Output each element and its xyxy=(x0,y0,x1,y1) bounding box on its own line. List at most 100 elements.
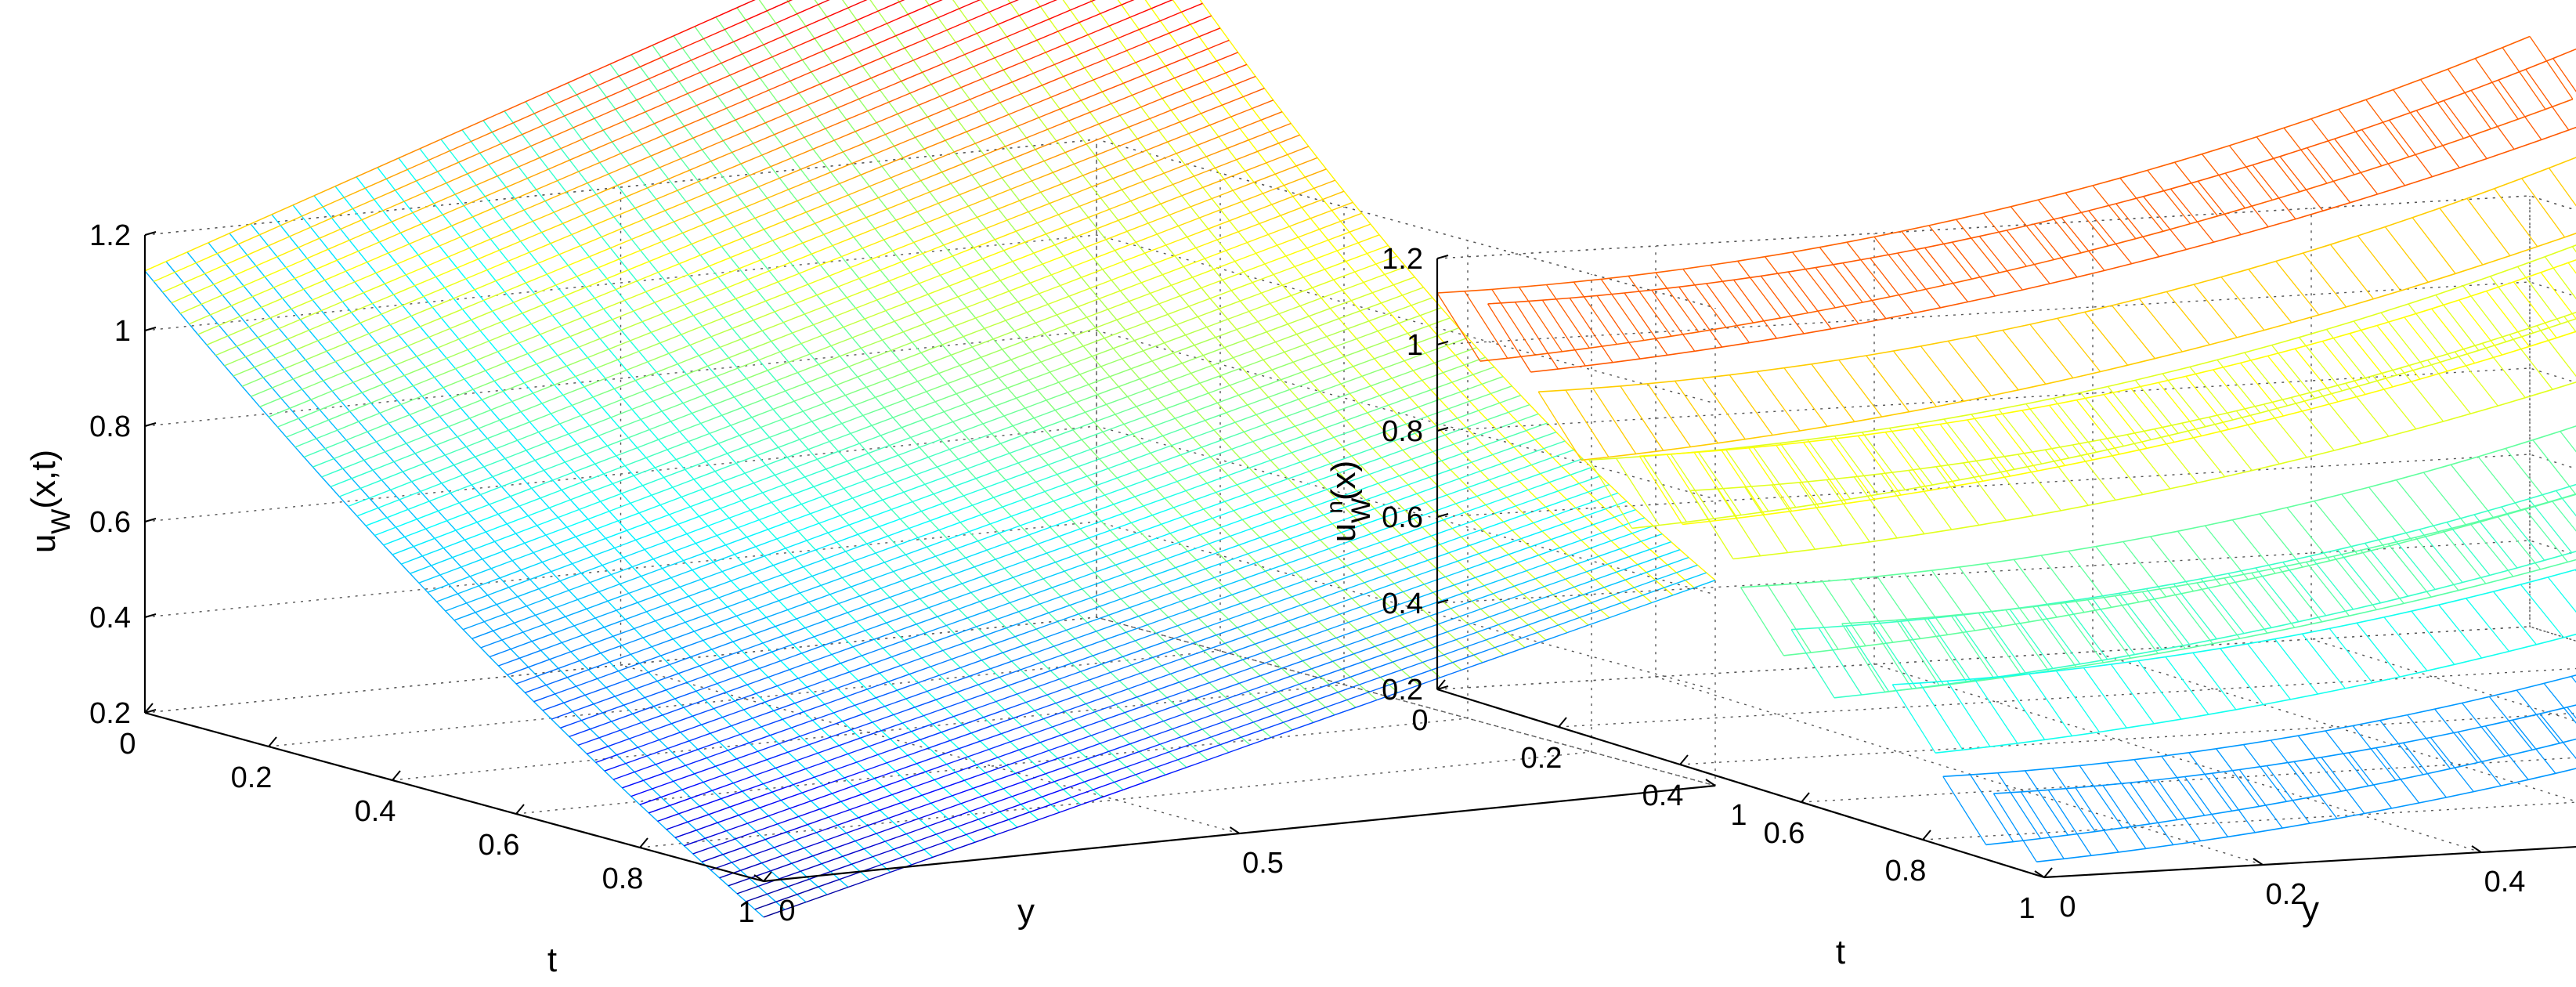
mesh-line-t xyxy=(1357,234,1380,244)
mesh-line-t xyxy=(1325,565,1347,574)
right-surface-mesh xyxy=(1436,35,2576,862)
grid-line-t-0 xyxy=(144,139,1097,714)
mesh-line-t xyxy=(751,240,773,250)
mesh-line-t xyxy=(523,200,546,211)
mesh-line-t xyxy=(395,356,417,366)
mesh-line-t xyxy=(714,462,737,472)
strip-edge xyxy=(1436,35,2531,294)
mesh-line-t xyxy=(1140,371,1162,380)
mesh-line-t xyxy=(1023,332,1045,342)
mesh-line-t xyxy=(1081,431,1104,440)
mesh-line-t xyxy=(1037,214,1059,224)
mesh-line-t xyxy=(793,636,815,645)
mesh-line-t xyxy=(869,871,891,880)
mesh-line-t xyxy=(1430,381,1453,391)
strip-line xyxy=(2474,58,2519,120)
mesh-line-t xyxy=(243,276,266,287)
mesh-line-t xyxy=(1333,429,1356,439)
mesh-line-t xyxy=(802,233,825,244)
mesh-line-t xyxy=(489,331,511,342)
mesh-line-t xyxy=(781,59,803,70)
mesh-line-t xyxy=(1045,629,1067,638)
mesh-line-t xyxy=(1342,281,1364,291)
mesh-line-t xyxy=(517,431,539,441)
mesh-line-t xyxy=(1279,461,1301,471)
mesh-line-t xyxy=(833,704,855,714)
mesh-line-t xyxy=(525,92,547,103)
mesh-line-t xyxy=(344,363,366,373)
mesh-line-t xyxy=(395,180,417,191)
mesh-line-t xyxy=(922,244,945,255)
mesh-line-t xyxy=(732,320,754,329)
mesh-line-t xyxy=(520,231,542,242)
mesh-line-t xyxy=(1053,163,1075,173)
mesh-line-t xyxy=(613,208,636,218)
mesh-line-t xyxy=(538,423,560,433)
mesh-line-t xyxy=(1358,395,1380,404)
mesh-line-t xyxy=(1009,282,1031,292)
y-tick-label: 0.4 xyxy=(2484,866,2526,898)
strip-line xyxy=(2263,403,2307,458)
mesh-line-t xyxy=(720,500,742,509)
mesh-line-t xyxy=(280,389,302,399)
mesh-line-t xyxy=(767,361,789,371)
mesh-line-t xyxy=(330,478,352,488)
mesh-line-t xyxy=(382,201,405,212)
strip-line xyxy=(2114,595,2159,654)
mesh-line-t xyxy=(985,219,1008,230)
mesh-line-t xyxy=(482,390,504,400)
mesh-line-t xyxy=(1247,233,1269,244)
mesh-line-t xyxy=(700,414,722,425)
mesh-line-t xyxy=(400,223,422,233)
mesh-line-t xyxy=(983,567,1005,577)
mesh-line-t xyxy=(1025,694,1048,703)
mesh-line-t xyxy=(988,452,1010,462)
mesh-line-t xyxy=(815,214,836,224)
mesh-line-t xyxy=(916,16,938,27)
mesh-line-t xyxy=(1221,519,1243,528)
mesh-line-t xyxy=(706,750,728,759)
mesh-line-t xyxy=(1031,587,1053,596)
mesh-line-t xyxy=(1250,204,1272,214)
mesh-line-t xyxy=(604,762,627,772)
mesh-line-t xyxy=(316,259,338,270)
mesh-line-t xyxy=(1198,610,1220,619)
mesh-line-t xyxy=(773,557,795,566)
mesh-line-t xyxy=(1172,584,1194,594)
z-tick-label: 0.6 xyxy=(89,506,131,539)
mesh-line-t xyxy=(1125,624,1148,633)
strip-line xyxy=(1760,276,1805,334)
mesh-line-t xyxy=(1189,602,1212,611)
mesh-line-t xyxy=(853,228,876,238)
mesh-line-t xyxy=(667,273,688,284)
mesh-line-t xyxy=(1294,258,1317,268)
mesh-line-t xyxy=(1544,578,1566,588)
mesh-line-t xyxy=(420,317,442,327)
strip-line xyxy=(2466,598,2510,652)
mesh-line-t xyxy=(1293,645,1316,654)
mesh-line-t xyxy=(1451,374,1474,383)
mesh-line-t xyxy=(282,288,304,299)
mesh-line-t xyxy=(1240,292,1262,302)
mesh-line-t xyxy=(981,788,1004,797)
mesh-line-t xyxy=(1485,497,1508,506)
mesh-line-t xyxy=(1204,72,1227,82)
mesh-line-t xyxy=(356,507,379,517)
mesh-line-t xyxy=(302,380,323,390)
mesh-line-t xyxy=(515,189,537,200)
y-axis-line xyxy=(2043,845,2576,879)
mesh-line-t xyxy=(1229,377,1252,386)
mesh-line-t xyxy=(791,719,813,728)
mesh-line-t xyxy=(887,200,909,210)
mesh-line-t xyxy=(1349,385,1371,395)
mesh-line-t xyxy=(562,634,583,644)
mesh-line-t xyxy=(1402,442,1425,451)
mesh-line-t xyxy=(1263,351,1285,361)
mesh-line-t xyxy=(1206,475,1229,484)
mesh-line-t xyxy=(1280,207,1302,216)
mesh-line-t xyxy=(930,658,952,667)
mesh-line-t xyxy=(569,581,591,591)
mesh-line-t xyxy=(208,233,230,244)
mesh-line-t xyxy=(1372,440,1394,450)
mesh-line-t xyxy=(826,886,849,895)
